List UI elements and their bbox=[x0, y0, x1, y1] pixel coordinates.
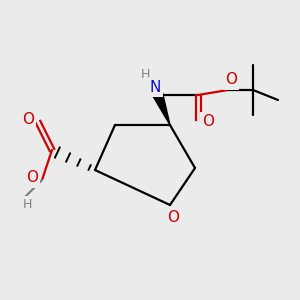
Text: O: O bbox=[22, 112, 34, 128]
Text: O: O bbox=[202, 115, 214, 130]
Text: O: O bbox=[225, 73, 237, 88]
Text: N: N bbox=[149, 80, 161, 94]
Text: O: O bbox=[167, 209, 179, 224]
Text: O: O bbox=[26, 170, 38, 185]
Polygon shape bbox=[153, 93, 170, 125]
Text: H: H bbox=[140, 68, 150, 82]
Text: H: H bbox=[22, 199, 32, 212]
